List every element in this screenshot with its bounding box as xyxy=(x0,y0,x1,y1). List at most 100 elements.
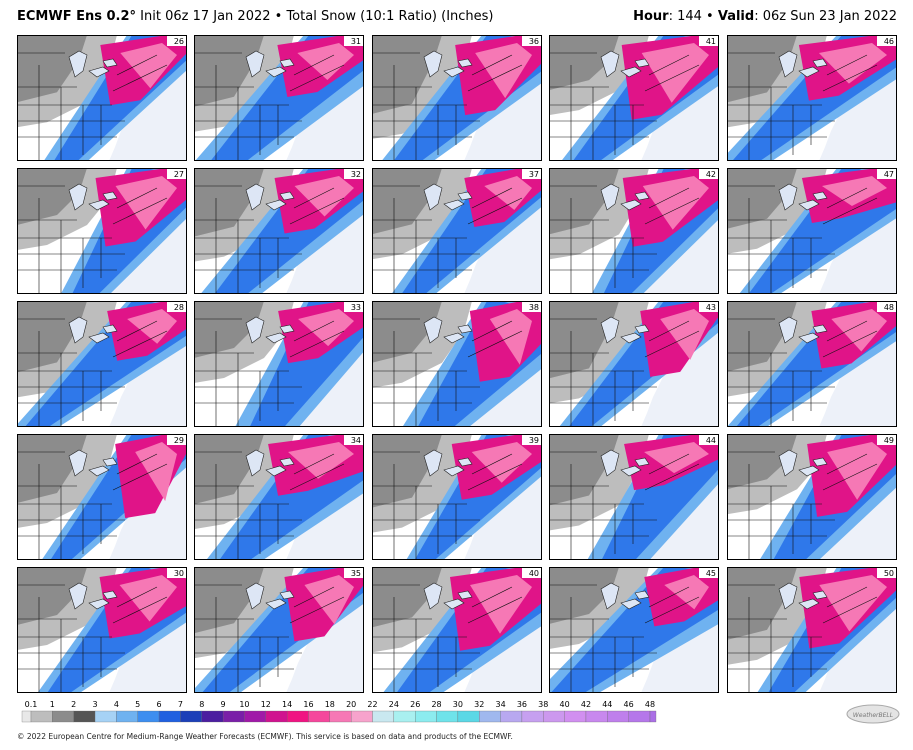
lakes xyxy=(245,582,295,610)
map-panel: 32 xyxy=(194,168,364,294)
lakes xyxy=(423,183,473,211)
borders xyxy=(727,451,878,560)
member-label: 28 xyxy=(174,303,184,312)
colorbar-box xyxy=(479,710,501,723)
description: Init 06z 17 Jan 2022 • Total Snow (10:1 … xyxy=(140,9,494,24)
colorbar-label: 36 xyxy=(517,700,527,709)
lakes xyxy=(423,50,473,78)
colorbar-box xyxy=(415,710,437,723)
moderate-snow xyxy=(549,168,619,235)
very-heavy-snow xyxy=(660,309,709,360)
colorbar-label: 28 xyxy=(431,700,441,709)
panel-border xyxy=(194,567,364,693)
lakes xyxy=(245,50,295,78)
panel-border xyxy=(372,35,542,161)
label-box xyxy=(167,435,186,445)
colorbar-box xyxy=(351,710,373,723)
lakes xyxy=(423,316,473,344)
hour-label: Hour xyxy=(633,9,669,24)
member-label: 35 xyxy=(351,569,361,578)
colorbar-label: 1 xyxy=(50,700,55,709)
borders xyxy=(727,318,878,427)
member-label: 32 xyxy=(351,170,361,179)
map-panel: 48 xyxy=(727,301,897,427)
moderate-snow xyxy=(194,301,264,358)
colorbar-label: 20 xyxy=(346,700,356,709)
label-box xyxy=(344,302,363,312)
colorbar-label: 42 xyxy=(581,700,591,709)
panel-border xyxy=(194,168,364,294)
member-label: 47 xyxy=(884,170,894,179)
lakes xyxy=(600,582,650,610)
lakes xyxy=(68,50,118,78)
colorbar-box xyxy=(649,710,657,723)
label-box xyxy=(344,568,363,578)
colorbar-label: 48 xyxy=(645,700,655,709)
panel-border xyxy=(17,567,187,693)
map-panel: 28 xyxy=(17,301,187,427)
member-label: 31 xyxy=(351,37,361,46)
borders xyxy=(372,584,523,693)
colorbar-label: 2 xyxy=(71,700,76,709)
colorbar-box xyxy=(564,710,587,723)
panel-border xyxy=(549,301,719,427)
label-box xyxy=(699,568,718,578)
member-label: 42 xyxy=(706,170,716,179)
very-heavy-snow xyxy=(470,575,532,634)
map-panel: 50 xyxy=(727,567,897,693)
footer: © 2022 European Centre for Medium-Range … xyxy=(17,732,513,741)
very-heavy-snow xyxy=(294,176,354,217)
colorbar-box xyxy=(158,710,181,723)
member-label: 46 xyxy=(884,37,894,46)
member-label: 26 xyxy=(174,37,184,46)
colorbar-label: 12 xyxy=(261,700,271,709)
member-label: 50 xyxy=(884,569,894,578)
borders xyxy=(372,318,523,427)
colorbar-label: 26 xyxy=(410,700,420,709)
label-box xyxy=(522,568,541,578)
borders xyxy=(372,185,523,294)
moderate-snow xyxy=(17,567,87,626)
panel-border xyxy=(727,567,897,693)
borders xyxy=(549,584,700,693)
colorbar-box xyxy=(628,710,651,723)
moderate-snow xyxy=(194,434,264,505)
colorbar-box xyxy=(457,710,480,723)
very-heavy-snow xyxy=(475,43,532,99)
borders xyxy=(727,185,878,294)
map-panel: 26 xyxy=(17,35,187,161)
map-panel: 29 xyxy=(17,434,187,560)
moderate-snow xyxy=(549,35,619,91)
colorbar-label: 4 xyxy=(114,700,119,709)
lakes xyxy=(600,449,650,477)
colorbar-box xyxy=(180,710,202,723)
very-heavy-snow xyxy=(641,43,709,103)
panel-border xyxy=(727,434,897,560)
very-heavy-snow xyxy=(484,176,532,210)
colorbar-box xyxy=(585,710,608,723)
member-label: 49 xyxy=(884,436,894,445)
colorbar-box xyxy=(607,710,629,723)
member-label: 34 xyxy=(351,436,361,445)
member-label: 37 xyxy=(529,170,539,179)
map-panel: 47 xyxy=(727,168,897,294)
label-box xyxy=(344,435,363,445)
very-heavy-snow xyxy=(127,309,177,344)
very-heavy-snow xyxy=(831,309,887,352)
lakes xyxy=(68,582,118,610)
colorbar-label: 8 xyxy=(199,700,204,709)
colorbar-box xyxy=(265,710,288,723)
borders xyxy=(194,451,345,560)
label-box xyxy=(699,169,718,179)
label-box xyxy=(344,36,363,46)
colorbar-label: 46 xyxy=(624,700,634,709)
map-panel: 42 xyxy=(549,168,719,294)
colorbar-box xyxy=(436,710,459,723)
colorbar-box xyxy=(137,710,160,723)
very-heavy-snow xyxy=(821,176,887,207)
label-box xyxy=(699,435,718,445)
moderate-snow xyxy=(194,567,264,634)
borders xyxy=(17,52,168,161)
lakes xyxy=(423,449,473,477)
